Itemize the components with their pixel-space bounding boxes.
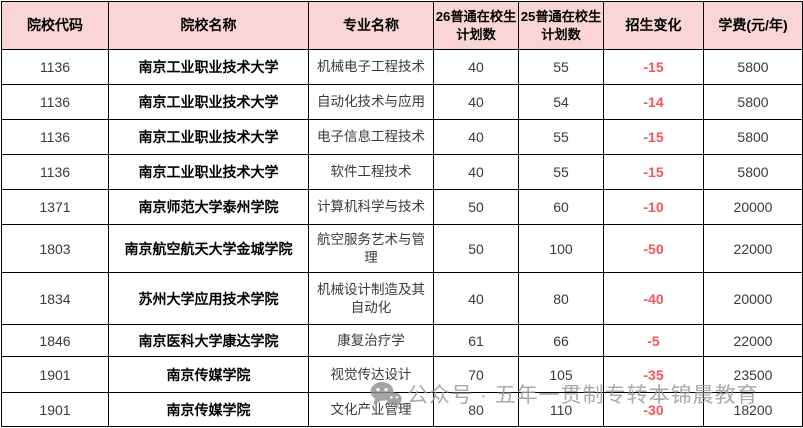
cell-major: 软件工程技术 <box>308 154 434 190</box>
cell-major: 视觉传达设计 <box>308 356 434 393</box>
cell-code: 1901 <box>1 392 109 427</box>
cell-fee: 18200 <box>703 392 803 427</box>
cell-change: -50 <box>603 224 704 273</box>
cell-college: 南京传媒学院 <box>108 392 309 427</box>
column-header: 专业名称 <box>308 1 434 50</box>
cell-plan25: 66 <box>518 324 604 357</box>
table-row: 1136 南京工业职业技术大学 软件工程技术 40 55 -15 5800 <box>1 154 803 190</box>
cell-fee: 5800 <box>703 84 803 120</box>
cell-code: 1136 <box>1 84 109 120</box>
table-body: 1136 南京工业职业技术大学 机械电子工程技术 40 55 -15 5800 1136 南京工… <box>1 49 803 427</box>
cell-fee: 5800 <box>703 49 803 85</box>
table-row: 1136 南京工业职业技术大学 电子信息工程技术 40 55 -15 5800 <box>1 119 803 155</box>
cell-plan25: 55 <box>518 154 604 190</box>
cell-plan25: 105 <box>518 356 604 393</box>
cell-college: 南京航空航天大学金城学院 <box>108 224 309 273</box>
cell-plan25: 55 <box>518 119 604 155</box>
cell-plan26: 40 <box>433 272 519 325</box>
cell-code: 1136 <box>1 119 109 155</box>
cell-code: 1834 <box>1 272 109 325</box>
cell-change: -15 <box>603 119 704 155</box>
cell-plan25: 100 <box>518 224 604 273</box>
table-row: 1136 南京工业职业技术大学 自动化技术与应用 40 54 -14 5800 <box>1 84 803 120</box>
cell-plan25: 54 <box>518 84 604 120</box>
cell-plan25: 60 <box>518 189 604 225</box>
cell-major: 文化产业管理 <box>308 392 434 427</box>
column-header: 学费(元/年) <box>703 1 803 50</box>
cell-fee: 5800 <box>703 154 803 190</box>
cell-fee: 22000 <box>703 324 803 357</box>
cell-change: -40 <box>603 272 704 325</box>
cell-plan26: 50 <box>433 189 519 225</box>
cell-change: -5 <box>603 324 704 357</box>
cell-change: -15 <box>603 49 704 85</box>
cell-fee: 20000 <box>703 272 803 325</box>
cell-plan25: 80 <box>518 272 604 325</box>
table-row: 1834 苏州大学应用技术学院 机械设计制造及其自动化 40 80 -40 20000 <box>1 272 803 325</box>
cell-college: 南京工业职业技术大学 <box>108 154 309 190</box>
cell-major: 机械电子工程技术 <box>308 49 434 85</box>
cell-fee: 23500 <box>703 356 803 393</box>
cell-plan25: 110 <box>518 392 604 427</box>
cell-college: 南京传媒学院 <box>108 356 309 393</box>
cell-plan26: 40 <box>433 49 519 85</box>
cell-plan26: 70 <box>433 356 519 393</box>
cell-plan26: 61 <box>433 324 519 357</box>
table-row: 1803 南京航空航天大学金城学院 航空服务艺术与管理 50 100 -50 22000 <box>1 224 803 273</box>
cell-college: 南京师范大学泰州学院 <box>108 189 309 225</box>
cell-major: 机械设计制造及其自动化 <box>308 272 434 325</box>
table-row: 1901 南京传媒学院 视觉传达设计 70 105 -35 23500 <box>1 356 803 393</box>
cell-plan26: 40 <box>433 119 519 155</box>
cell-change: -15 <box>603 154 704 190</box>
column-header: 院校名称 <box>108 1 309 50</box>
table-row: 1846 南京医科大学康达学院 康复治疗学 61 66 -5 22000 <box>1 324 803 357</box>
cell-change: -14 <box>603 84 704 120</box>
cell-fee: 5800 <box>703 119 803 155</box>
cell-code: 1803 <box>1 224 109 273</box>
cell-major: 航空服务艺术与管理 <box>308 224 434 273</box>
cell-plan26: 40 <box>433 84 519 120</box>
cell-fee: 22000 <box>703 224 803 273</box>
cell-major: 计算机科学与技术 <box>308 189 434 225</box>
cell-code: 1371 <box>1 189 109 225</box>
cell-college: 南京工业职业技术大学 <box>108 49 309 85</box>
column-header: 25普通在校生计划数 <box>518 1 604 50</box>
cell-college: 南京工业职业技术大学 <box>108 84 309 120</box>
column-header: 院校代码 <box>1 1 109 50</box>
table-header: 院校代码 院校名称 专业名称 26普通在校生计划数 25普通在校生计划数 招生变化 学费(元… <box>1 1 803 50</box>
cell-fee: 20000 <box>703 189 803 225</box>
table-row: 1136 南京工业职业技术大学 机械电子工程技术 40 55 -15 5800 <box>1 49 803 85</box>
cell-major: 电子信息工程技术 <box>308 119 434 155</box>
column-header: 招生变化 <box>603 1 704 50</box>
cell-college: 南京医科大学康达学院 <box>108 324 309 357</box>
cell-plan26: 40 <box>433 154 519 190</box>
cell-code: 1136 <box>1 49 109 85</box>
table-row: 1371 南京师范大学泰州学院 计算机科学与技术 50 60 -10 20000 <box>1 189 803 225</box>
cell-change: -10 <box>603 189 704 225</box>
cell-college: 苏州大学应用技术学院 <box>108 272 309 325</box>
column-header: 26普通在校生计划数 <box>433 1 519 50</box>
cell-code: 1846 <box>1 324 109 357</box>
cell-major: 自动化技术与应用 <box>308 84 434 120</box>
cell-code: 1136 <box>1 154 109 190</box>
cell-change: -30 <box>603 392 704 427</box>
cell-plan25: 55 <box>518 49 604 85</box>
cell-plan26: 80 <box>433 392 519 427</box>
cell-plan26: 50 <box>433 224 519 273</box>
cell-code: 1901 <box>1 356 109 393</box>
table-row: 1901 南京传媒学院 文化产业管理 80 110 -30 18200 <box>1 392 803 427</box>
cell-college: 南京工业职业技术大学 <box>108 119 309 155</box>
cell-major: 康复治疗学 <box>308 324 434 357</box>
cell-change: -35 <box>603 356 704 393</box>
table-header-row: 院校代码 院校名称 专业名称 26普通在校生计划数 25普通在校生计划数 招生变化 学费(元… <box>1 1 803 50</box>
